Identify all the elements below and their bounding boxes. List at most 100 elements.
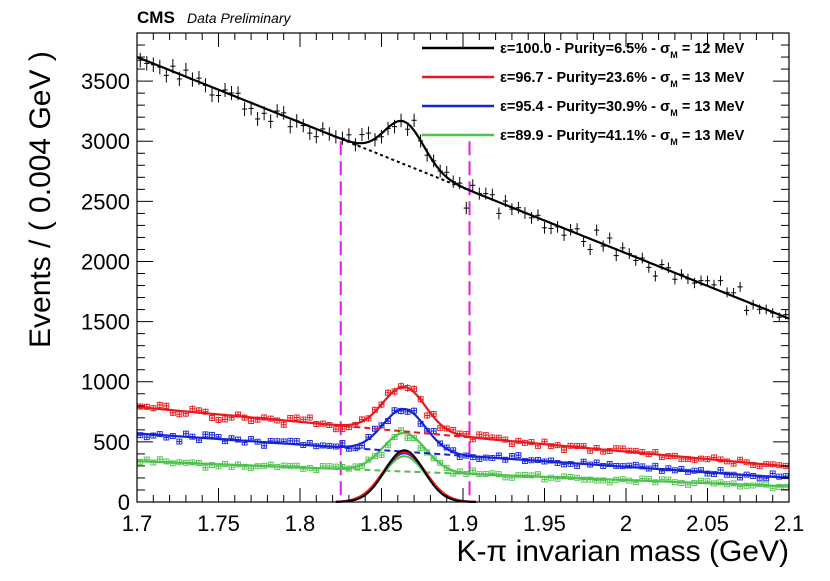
marker bbox=[215, 417, 222, 423]
marker bbox=[554, 475, 561, 482]
data-point bbox=[430, 428, 437, 435]
marker bbox=[430, 455, 437, 462]
data-point bbox=[281, 106, 287, 120]
marker bbox=[306, 414, 313, 421]
data-point bbox=[417, 444, 424, 451]
data-point bbox=[307, 126, 313, 140]
data-point bbox=[482, 432, 489, 439]
background-fit-curve bbox=[324, 467, 486, 476]
total-fit-curve bbox=[136, 385, 790, 468]
x-tick-label: 2.1 bbox=[774, 511, 805, 536]
signal-fit-curve bbox=[335, 455, 477, 503]
total-fit-curve bbox=[136, 407, 790, 480]
data-point bbox=[469, 467, 476, 474]
data-point bbox=[176, 438, 183, 445]
data-point bbox=[320, 122, 326, 136]
x-axis-label: K-π invarian mass (GeV) bbox=[457, 535, 789, 568]
marker bbox=[378, 401, 385, 408]
data-point bbox=[737, 281, 743, 292]
marker bbox=[717, 479, 724, 486]
marker bbox=[209, 431, 215, 438]
data-point bbox=[222, 416, 228, 423]
data-point bbox=[496, 207, 502, 220]
marker bbox=[482, 432, 489, 439]
data-point bbox=[365, 126, 372, 140]
y-tick-label: 1500 bbox=[81, 310, 130, 335]
data-point bbox=[209, 414, 215, 422]
legend: ε=100.0 - Purity=6.5% - σM = 12 MeV ε=96.… bbox=[422, 40, 745, 147]
marker bbox=[332, 426, 339, 433]
series-3 bbox=[136, 427, 790, 503]
total-fit-curve bbox=[136, 56, 790, 320]
data-point bbox=[606, 479, 613, 486]
marker bbox=[561, 446, 568, 453]
marker bbox=[176, 438, 183, 445]
signal-fit-curve bbox=[335, 449, 477, 503]
data-point bbox=[248, 417, 255, 425]
legend-label: ε=89.9 - Purity=41.1% - σM = 13 MeV bbox=[500, 127, 745, 147]
legend-entry: ε=96.7 - Purity=23.6% - σM = 13 MeV bbox=[422, 69, 745, 89]
data-point bbox=[332, 426, 339, 433]
marker bbox=[430, 428, 437, 435]
x-tick-label: 1.85 bbox=[360, 511, 403, 536]
x-tick-label: 1.95 bbox=[523, 511, 566, 536]
marker bbox=[156, 401, 163, 408]
y-tick-label: 500 bbox=[93, 430, 130, 455]
data-point bbox=[613, 250, 619, 262]
data-point bbox=[268, 114, 274, 129]
data-point bbox=[293, 437, 300, 444]
data-point bbox=[306, 414, 313, 421]
series-2 bbox=[136, 407, 790, 503]
marker bbox=[280, 421, 287, 428]
marker bbox=[339, 440, 346, 446]
marker bbox=[548, 443, 554, 450]
data-point bbox=[241, 102, 248, 116]
data-point bbox=[280, 421, 287, 428]
legend-label: ε=100.0 - Purity=6.5% - σM = 12 MeV bbox=[500, 40, 745, 60]
data-point bbox=[222, 82, 228, 98]
series-1 bbox=[136, 382, 790, 503]
data-point bbox=[672, 274, 678, 285]
y-tick-label: 3500 bbox=[81, 69, 130, 94]
data-point bbox=[424, 412, 431, 419]
marker bbox=[202, 431, 209, 438]
marker bbox=[261, 442, 268, 449]
marker bbox=[300, 465, 307, 472]
data-point bbox=[476, 431, 483, 438]
y-tick-label: 0 bbox=[118, 490, 130, 515]
legend-label: ε=96.7 - Purity=23.6% - σM = 13 MeV bbox=[500, 69, 745, 89]
marker bbox=[163, 402, 170, 409]
data-point bbox=[508, 453, 515, 459]
data-point bbox=[209, 431, 215, 438]
data-point bbox=[515, 452, 522, 459]
preliminary-label: Data Preliminary bbox=[187, 10, 291, 26]
y-tick-label: 3000 bbox=[81, 129, 130, 154]
marker bbox=[561, 473, 568, 480]
marker bbox=[417, 444, 424, 451]
marker bbox=[372, 453, 378, 460]
data-point bbox=[600, 477, 607, 484]
data-point bbox=[581, 235, 587, 248]
marker bbox=[600, 477, 607, 484]
marker bbox=[202, 464, 209, 471]
data-point bbox=[209, 87, 215, 103]
data-point bbox=[744, 305, 750, 316]
data-point bbox=[652, 270, 658, 282]
marker bbox=[404, 435, 411, 442]
data-point bbox=[215, 416, 222, 424]
data-point bbox=[717, 467, 724, 473]
x-tick-label: 1.75 bbox=[197, 511, 240, 536]
x-axis: 1.7 1.75 1.8 1.85 1.9 1.95 2 2.05 2.1 bbox=[122, 33, 805, 536]
data-point bbox=[528, 211, 535, 224]
data-point bbox=[183, 62, 189, 78]
data-point bbox=[463, 201, 469, 215]
y-axis: 0 500 1000 1500 2000 2500 3000 3500 bbox=[81, 32, 789, 515]
data-point bbox=[515, 201, 522, 214]
data-point bbox=[561, 446, 568, 453]
signal-fit-curve bbox=[335, 452, 477, 503]
legend-label: ε=95.4 - Purity=30.9% - σM = 13 MeV bbox=[500, 98, 745, 118]
data-point bbox=[587, 243, 593, 256]
marker bbox=[515, 452, 522, 459]
marker bbox=[580, 476, 587, 483]
